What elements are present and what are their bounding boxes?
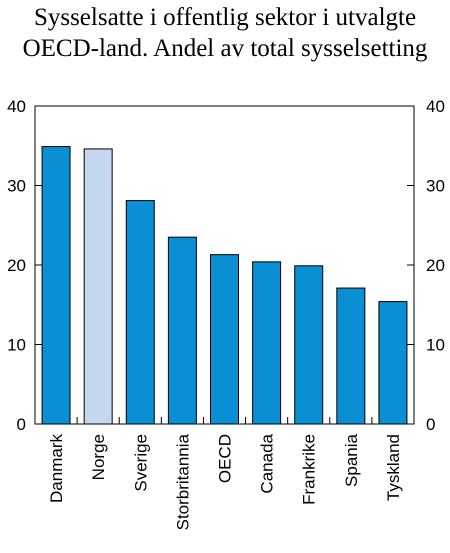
bar-spania xyxy=(336,287,366,425)
y-tick-label-right: 40 xyxy=(426,97,445,116)
x-label-canada: Canada xyxy=(258,433,277,493)
x-label-sverige: Sverige xyxy=(131,434,150,492)
bar-danmark xyxy=(41,146,71,425)
x-label-storbritannia: Storbritannia xyxy=(173,433,192,530)
chart-title-line-1: Sysselsatte i offentlig sektor i utvalgt… xyxy=(33,4,417,31)
y-tick-label-right: 0 xyxy=(426,415,435,434)
bar-norge xyxy=(83,148,113,425)
y-tick-label-left: 0 xyxy=(17,415,26,434)
x-label-oecd: OECD xyxy=(216,434,235,483)
x-label-spania: Spania xyxy=(342,433,361,486)
bar-frankrike xyxy=(294,265,324,425)
x-label-tyskland: Tyskland xyxy=(384,434,403,501)
y-tick-label-left: 20 xyxy=(7,256,26,275)
x-label-danmark: Danmark xyxy=(47,434,66,503)
bar-sverige xyxy=(125,200,155,425)
bar-canada xyxy=(252,261,282,425)
y-tick-label-right: 10 xyxy=(426,336,445,355)
y-tick-label-right: 30 xyxy=(426,177,445,196)
y-tick-label-left: 40 xyxy=(7,97,26,116)
chart-title-line-2: OECD-land. Andel av total sysselsetting xyxy=(22,35,428,62)
bar-tyskland xyxy=(378,301,408,425)
y-tick-label-left: 30 xyxy=(7,177,26,196)
bar-storbritannia xyxy=(167,236,197,425)
x-label-frankrike: Frankrike xyxy=(300,434,319,505)
bar-oecd xyxy=(210,254,239,425)
y-tick-label-right: 20 xyxy=(426,256,445,275)
x-label-norge: Norge xyxy=(89,434,108,480)
y-tick-label-left: 10 xyxy=(7,336,26,355)
chart-title: Sysselsatte i offentlig sektor i utvalgt… xyxy=(0,2,450,64)
